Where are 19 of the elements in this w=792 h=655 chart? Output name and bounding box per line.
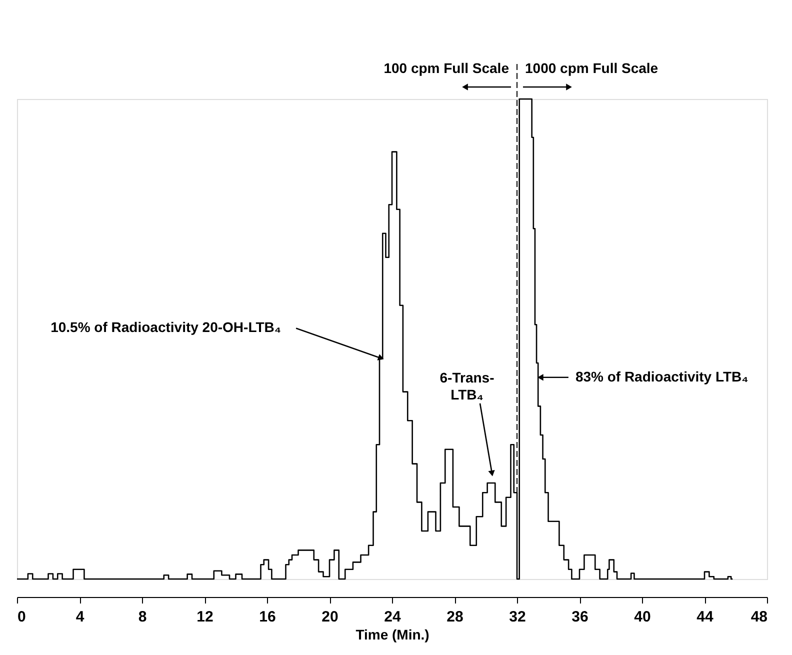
x-tick-label: 8 bbox=[138, 608, 147, 626]
x-axis-title: Time (Min.) bbox=[356, 626, 430, 642]
annotation: 100 cpm Full Scale bbox=[384, 60, 510, 76]
x-tick-label: 32 bbox=[509, 608, 526, 626]
x-tick-label: 12 bbox=[196, 608, 214, 626]
x-tick-label: 44 bbox=[696, 608, 714, 626]
x-tick-label: 20 bbox=[322, 608, 338, 626]
x-tick-label: 28 bbox=[446, 608, 464, 626]
annotation: 10.5% of Radioactivity 20-OH-LTB₄ bbox=[50, 319, 282, 336]
annotation: 1000 cpm Full Scale bbox=[525, 60, 658, 76]
x-tick-label: 24 bbox=[384, 608, 402, 626]
x-tick-label: 48 bbox=[750, 608, 768, 626]
annotation: 6-Trans- LTB₄ bbox=[440, 369, 495, 402]
x-tick-label: 16 bbox=[259, 608, 276, 626]
x-tick-label: 4 bbox=[76, 608, 85, 626]
x-tick-label: 36 bbox=[572, 608, 588, 626]
x-tick-label: 0 bbox=[18, 608, 26, 626]
x-tick-label: 40 bbox=[634, 608, 651, 626]
annotation: 83% of Radioactivity LTB₄ bbox=[575, 368, 748, 384]
